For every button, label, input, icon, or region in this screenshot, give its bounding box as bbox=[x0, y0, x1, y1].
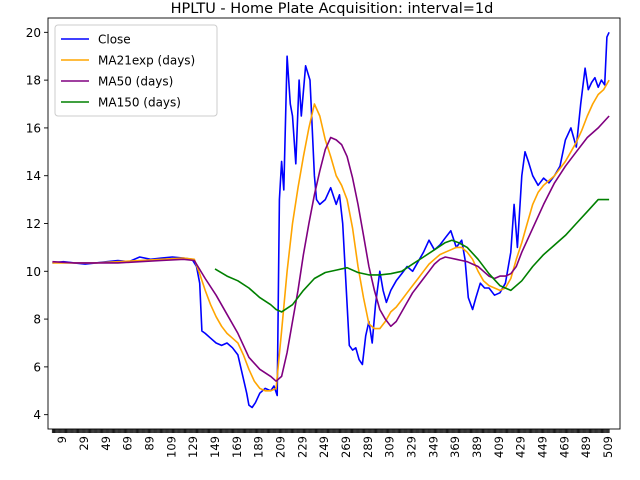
x-tick-label: 49 bbox=[99, 436, 113, 451]
x-tick-label: 229 bbox=[295, 436, 309, 458]
x-tick-label: 409 bbox=[492, 436, 506, 458]
x-axis: 9 29 49 69 89 109 129 149 169 189 209 229 249 269 289 3… bbox=[51, 429, 615, 458]
x-tick-label: 489 bbox=[579, 436, 593, 458]
x-tick-label: 389 bbox=[470, 436, 484, 458]
legend-label-0: Close bbox=[98, 33, 131, 47]
x-tick-label: 269 bbox=[339, 436, 353, 458]
x-tick-label: 289 bbox=[361, 436, 375, 458]
legend-label-2: MA50 (days) bbox=[98, 75, 173, 89]
x-tick-label: 149 bbox=[208, 436, 222, 458]
x-tick-label: 469 bbox=[557, 436, 571, 458]
x-tick-label: 209 bbox=[274, 436, 288, 458]
x-tick-label: 29 bbox=[77, 436, 91, 451]
legend-box bbox=[54, 24, 218, 117]
x-tick-label: 169 bbox=[230, 436, 244, 458]
x-tick-label: 109 bbox=[164, 436, 178, 458]
series-layer bbox=[52, 31, 610, 409]
series-line-1 bbox=[52, 79, 610, 392]
y-tick-label: 14 bbox=[26, 169, 41, 183]
x-tick-label: 369 bbox=[448, 436, 462, 458]
series-line-3 bbox=[214, 198, 610, 313]
y-tick-label: 4 bbox=[33, 408, 41, 422]
y-tick-label: 12 bbox=[26, 217, 41, 231]
x-tick-label: 249 bbox=[317, 436, 331, 458]
x-tick-label: 89 bbox=[143, 436, 157, 451]
y-tick-label: 18 bbox=[26, 74, 41, 88]
series-line-2 bbox=[52, 115, 610, 383]
x-tick-label: 509 bbox=[601, 436, 615, 458]
x-tick-label: 429 bbox=[514, 436, 528, 458]
y-tick-label: 6 bbox=[33, 360, 41, 374]
x-tick-label: 69 bbox=[121, 436, 135, 451]
x-tick-label: 349 bbox=[426, 436, 440, 458]
legend-label-3: MA150 (days) bbox=[98, 96, 181, 110]
x-tick-label: 309 bbox=[383, 436, 397, 458]
x-tick-label: 329 bbox=[405, 436, 419, 458]
legend: Close MA21exp (days) MA50 (days) MA150 (day… bbox=[54, 24, 218, 117]
x-tick-label: 9 bbox=[55, 436, 69, 443]
legend-label-1: MA21exp (days) bbox=[98, 54, 195, 68]
x-tick-label: 189 bbox=[252, 436, 266, 458]
y-tick-label: 20 bbox=[26, 26, 41, 40]
x-tick-label: 449 bbox=[535, 436, 549, 458]
y-axis: 4 6 8 10 12 14 16 18 20 bbox=[26, 26, 48, 422]
series-line-0 bbox=[52, 31, 610, 409]
y-tick-label: 8 bbox=[33, 313, 41, 327]
chart-title: HPLTU - Home Plate Acquisition: interval… bbox=[171, 1, 494, 17]
y-tick-label: 10 bbox=[26, 265, 41, 279]
y-tick-label: 16 bbox=[26, 121, 41, 135]
x-tick-label: 129 bbox=[186, 436, 200, 458]
